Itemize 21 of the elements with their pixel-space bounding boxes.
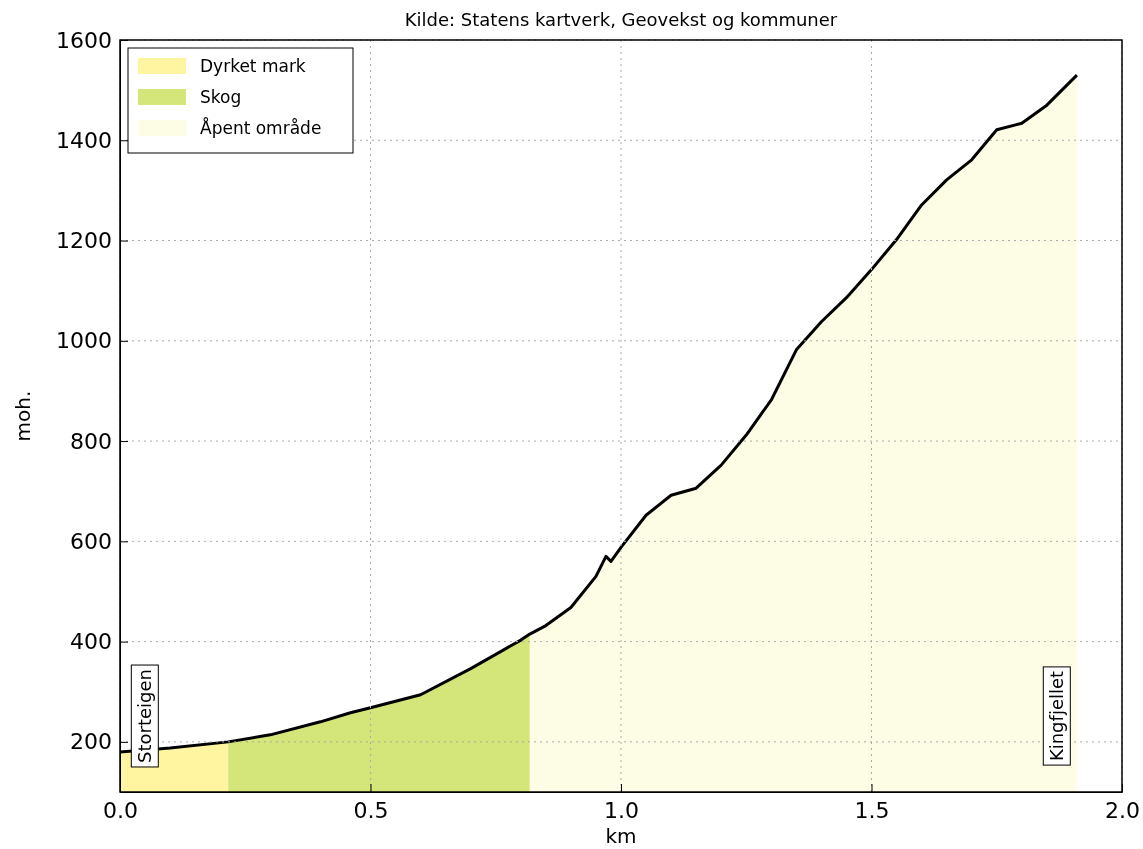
y-tick-label: 1400 bbox=[56, 127, 112, 153]
y-axis-title: moh. bbox=[11, 390, 35, 442]
y-tick-label: 400 bbox=[70, 629, 112, 655]
annotation: Storteigen bbox=[134, 669, 156, 763]
x-tick-label: 0.0 bbox=[103, 797, 138, 823]
legend-label: Åpent område bbox=[200, 117, 322, 138]
x-tick-label: 1.0 bbox=[604, 797, 639, 823]
x-tick-label: 1.5 bbox=[854, 797, 890, 823]
annotation: Kingfjellet bbox=[1046, 670, 1068, 762]
y-tick-label: 1200 bbox=[56, 228, 112, 254]
x-axis-title: km bbox=[605, 824, 637, 848]
y-tick-label: 200 bbox=[70, 729, 112, 755]
x-tick-label: 2.0 bbox=[1105, 797, 1140, 823]
y-tick-label: 800 bbox=[70, 428, 112, 454]
chart-title: Kilde: Statens kartverk, Geovekst og kommuner bbox=[404, 9, 838, 30]
y-tick-label: 1000 bbox=[56, 328, 112, 354]
y-tick-label: 1600 bbox=[56, 27, 112, 53]
legend-label: Skog bbox=[200, 87, 242, 107]
y-tick-label: 600 bbox=[70, 528, 112, 554]
x-tick-label: 0.5 bbox=[353, 797, 389, 823]
legend-label: Dyrket mark bbox=[200, 56, 306, 76]
